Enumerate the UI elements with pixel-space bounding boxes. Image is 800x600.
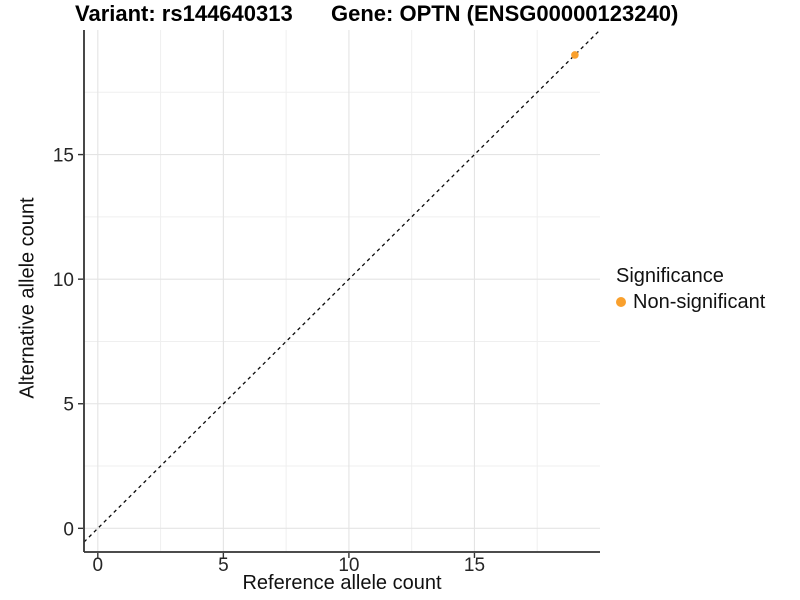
variant-title: Variant: rs144640313 xyxy=(75,1,293,26)
legend-point-icon xyxy=(616,297,626,307)
y-tick-label: 10 xyxy=(53,270,74,291)
x-tick-label: 10 xyxy=(338,555,359,576)
legend-title: Significance xyxy=(616,265,724,287)
x-tick-label: 5 xyxy=(218,555,229,576)
legend-item: Non-significant xyxy=(616,290,765,314)
y-tick-label: 0 xyxy=(63,519,74,540)
panel-background xyxy=(84,30,600,552)
x-axis-title: Reference allele count xyxy=(242,572,442,594)
legend: Significance Non-significant xyxy=(616,265,765,314)
x-tick-label: 15 xyxy=(464,555,485,576)
legend-item-label: Non-significant xyxy=(633,291,766,313)
x-tick-label: 0 xyxy=(93,555,104,576)
y-tick-label: 15 xyxy=(53,146,74,167)
y-tick-label: 5 xyxy=(63,395,74,416)
identity-line xyxy=(83,29,601,543)
data-point xyxy=(571,51,579,59)
y-axis-title: Alternative allele count xyxy=(16,197,39,399)
gene-title: Gene: OPTN (ENSG00000123240) xyxy=(331,1,679,26)
